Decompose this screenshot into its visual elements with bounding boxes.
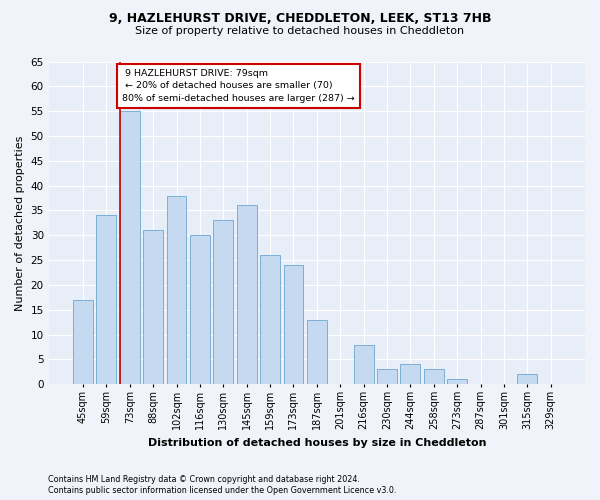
Bar [400, 364, 421, 384]
Text: Contains public sector information licensed under the Open Government Licence v3: Contains public sector information licen… [48, 486, 397, 495]
Text: 9, HAZLEHURST DRIVE, CHEDDLETON, LEEK, ST13 7HB: 9, HAZLEHURST DRIVE, CHEDDLETON, LEEK, S… [109, 12, 491, 26]
Bar [97, 216, 116, 384]
Text: Contains HM Land Registry data © Crown copyright and database right 2024.: Contains HM Land Registry data © Crown c… [48, 475, 360, 484]
Bar [517, 374, 537, 384]
Bar [237, 206, 257, 384]
Bar [447, 380, 467, 384]
Bar [73, 300, 93, 384]
Bar [120, 111, 140, 384]
Bar [214, 220, 233, 384]
Bar [424, 370, 443, 384]
X-axis label: Distribution of detached houses by size in Cheddleton: Distribution of detached houses by size … [148, 438, 486, 448]
Bar [353, 344, 374, 384]
Y-axis label: Number of detached properties: Number of detached properties [15, 135, 25, 310]
Bar [377, 370, 397, 384]
Text: Size of property relative to detached houses in Cheddleton: Size of property relative to detached ho… [136, 26, 464, 36]
Bar [307, 320, 327, 384]
Bar [260, 255, 280, 384]
Bar [190, 236, 210, 384]
Bar [167, 196, 187, 384]
Text: 9 HAZLEHURST DRIVE: 79sqm
 ← 20% of detached houses are smaller (70)
80% of semi: 9 HAZLEHURST DRIVE: 79sqm ← 20% of detac… [122, 69, 355, 103]
Bar [143, 230, 163, 384]
Bar [284, 265, 304, 384]
